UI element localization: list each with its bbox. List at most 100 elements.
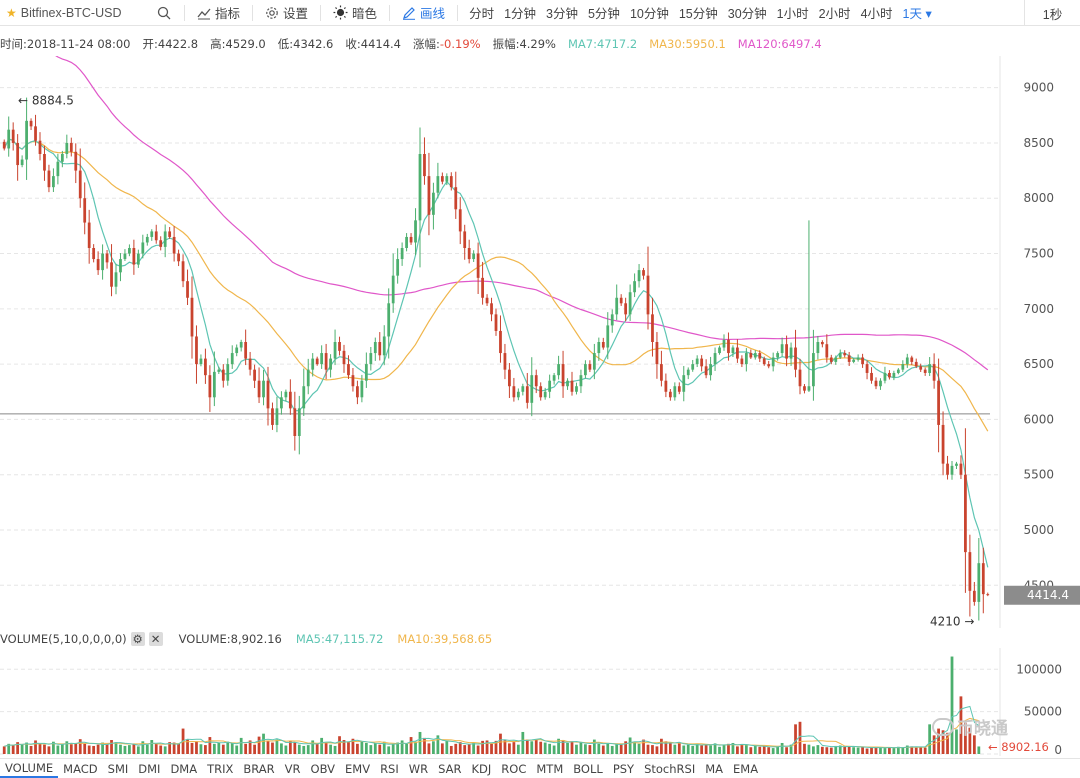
volume-bar (114, 742, 118, 754)
period-tab[interactable]: 3分钟 (546, 7, 578, 21)
candle (396, 259, 400, 276)
candle (226, 364, 230, 381)
period-tab[interactable]: 2小时 (818, 7, 851, 21)
indicator-tab[interactable]: MACD (63, 761, 98, 776)
candle (119, 259, 122, 273)
volume-bar (405, 743, 408, 754)
candle (713, 353, 717, 365)
indicator-tab[interactable]: VR (284, 761, 301, 776)
indicator-tab[interactable]: TRIX (207, 761, 234, 776)
volume-bar (136, 746, 140, 754)
volume-bar (646, 744, 650, 754)
period-tab[interactable]: 30分钟 (727, 7, 767, 21)
indicator-tab[interactable]: WR (408, 761, 429, 776)
volume-bar (338, 736, 341, 754)
price-tick-label: 7500 (1023, 247, 1054, 261)
volume-bar (2, 746, 6, 754)
indicator-tab[interactable]: BRAR (243, 761, 275, 776)
watermark-text: 币晓通 (957, 719, 1008, 738)
candle (145, 236, 149, 243)
candle (387, 303, 391, 337)
period-tab[interactable]: 10分钟 (629, 7, 669, 21)
volume-bar (543, 742, 547, 754)
volume-bar (601, 745, 605, 754)
period-tab[interactable]: 1分钟 (504, 7, 537, 21)
volume-tick-label: 0 (1054, 743, 1062, 756)
candle (239, 342, 243, 348)
volume-bar (159, 745, 163, 754)
indicator-tab[interactable]: SMI (107, 761, 129, 776)
search-icon[interactable] (150, 0, 178, 26)
period-tab[interactable]: 4小时 (860, 7, 893, 21)
period-tab[interactable]: 15分钟 (678, 7, 718, 21)
indicator-tab[interactable]: DMI (138, 761, 161, 776)
star-icon[interactable]: ★ (6, 5, 17, 20)
indicator-tab[interactable]: RSI (380, 761, 399, 776)
period-tab[interactable]: 5分钟 (587, 7, 620, 21)
candle (512, 386, 516, 398)
volume-bar (458, 742, 462, 754)
candle (758, 353, 762, 359)
candle (208, 375, 212, 398)
volume-bar (838, 745, 842, 754)
volume-chart[interactable]: 100000 50000 0 ← 8902.16 (0, 648, 1080, 756)
volume-settings-icon[interactable]: ⚙ (130, 632, 145, 646)
candle (534, 375, 538, 387)
indicator-label: 指标 (215, 7, 241, 21)
volume-bar (11, 745, 15, 754)
indicator-tab[interactable]: MA (705, 761, 724, 776)
candle (798, 369, 802, 387)
volume-close-icon[interactable]: ✕ (148, 632, 163, 646)
volume-bar (744, 745, 748, 754)
candle (557, 364, 560, 376)
candle (575, 386, 578, 392)
volume-bar (655, 746, 659, 754)
indicator-tab[interactable]: DMA (170, 761, 198, 776)
indicator-tab[interactable]: SAR (438, 761, 462, 776)
indicator-tab[interactable]: OBV (310, 761, 335, 776)
period-tab[interactable]: 分时 (469, 7, 495, 21)
indicator-tab[interactable]: PSY (612, 761, 635, 776)
theme-button[interactable]: 暗色 (327, 0, 383, 26)
volume-bar (467, 744, 471, 754)
volume-bar (472, 742, 476, 754)
volume-bar (977, 746, 981, 754)
candle (941, 424, 945, 464)
candle (892, 372, 896, 378)
candle (342, 350, 346, 365)
indicator-tab[interactable]: VOLUME (0, 759, 59, 778)
volume-bar (762, 746, 766, 754)
volume-bar (727, 743, 730, 754)
candle (29, 120, 33, 127)
candle (950, 465, 954, 475)
volume-bar (713, 743, 717, 754)
indicator-tab[interactable]: StochRSI (644, 761, 696, 776)
indicator-tab[interactable]: ROC (501, 761, 527, 776)
candle (221, 369, 225, 381)
candle (101, 253, 104, 271)
volume-bar (637, 743, 641, 754)
indicator-tab[interactable]: KDJ (471, 761, 492, 776)
candle (530, 375, 534, 403)
refresh-interval[interactable]: 1秒 (1024, 0, 1080, 26)
price-chart[interactable]: 9000850080007500700065006000550050004500… (0, 56, 1080, 628)
indicator-button[interactable]: 指标 (191, 0, 246, 26)
candle (767, 364, 771, 367)
volume-bar (29, 745, 33, 754)
candle (704, 366, 708, 376)
period-tab[interactable]: 1天 ▾ (902, 7, 932, 21)
candle (825, 344, 829, 358)
volume-bar (306, 745, 310, 754)
indicator-tab[interactable]: EMA (733, 761, 759, 776)
indicator-tab[interactable]: BOLL (573, 761, 603, 776)
candle (83, 198, 87, 223)
candle (749, 353, 753, 358)
symbol-selector[interactable]: ★ Bitfinex-BTC-USD (0, 6, 150, 20)
draw-button[interactable]: 画线 (396, 0, 451, 26)
period-tab[interactable]: 1小时 (776, 7, 809, 21)
indicator-tab[interactable]: MTM (536, 761, 564, 776)
indicator-tab[interactable]: EMV (345, 761, 371, 776)
volume-bar (347, 742, 350, 754)
volume-bar (633, 741, 636, 754)
settings-button[interactable]: 设置 (259, 0, 314, 26)
